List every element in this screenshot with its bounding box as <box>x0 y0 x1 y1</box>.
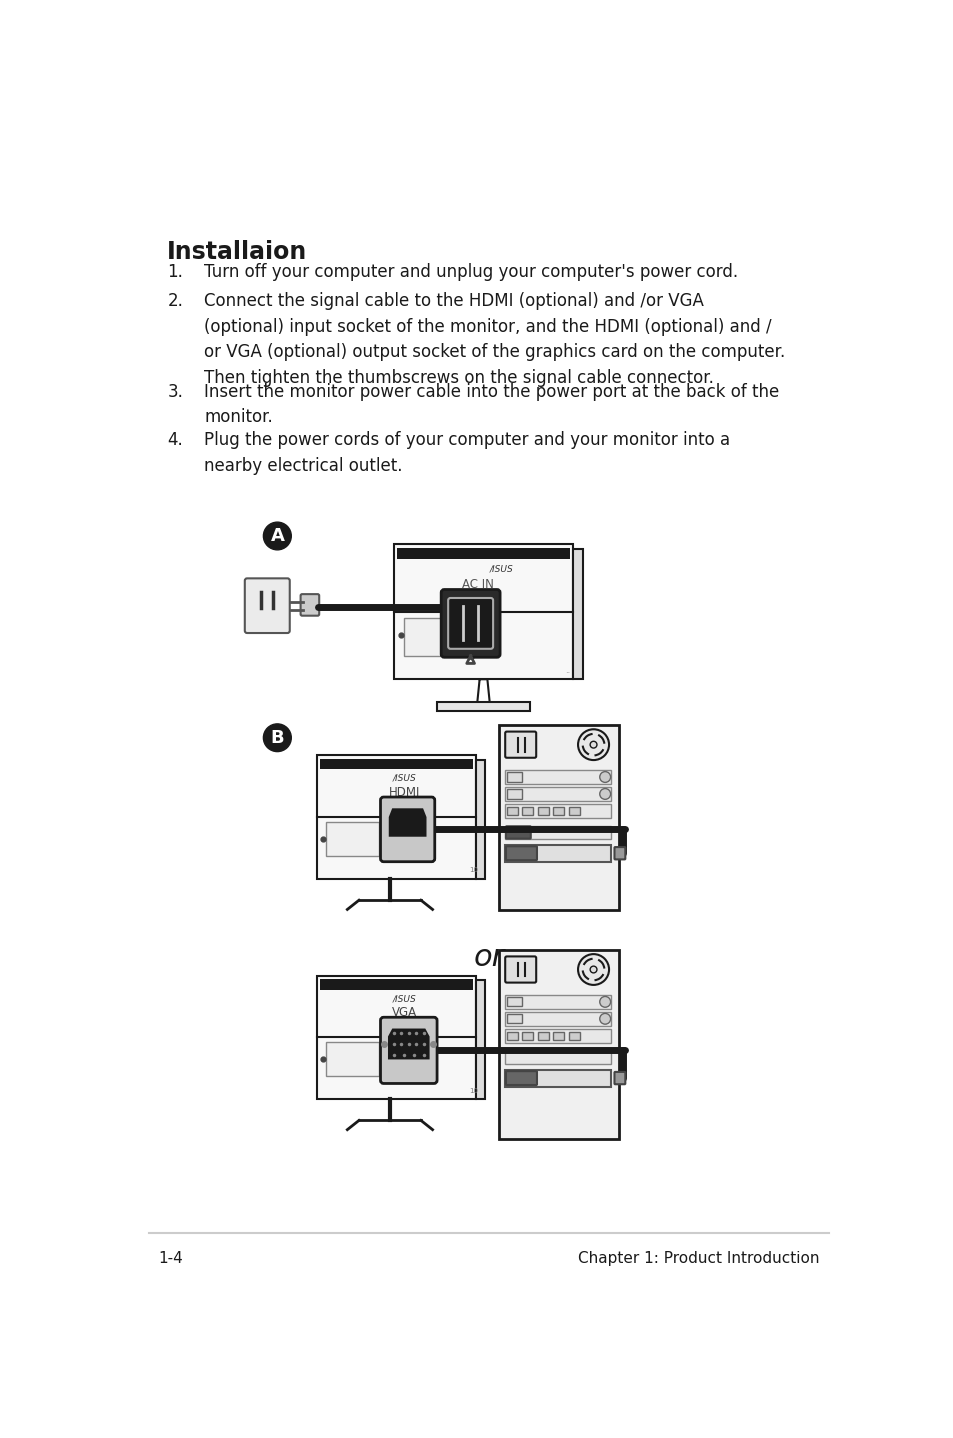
Text: Plug the power cords of your computer and your monitor into a
nearby electrical : Plug the power cords of your computer an… <box>204 431 730 475</box>
Bar <box>568 807 579 815</box>
Bar <box>498 725 618 910</box>
Polygon shape <box>390 810 425 835</box>
Bar <box>498 951 618 1139</box>
FancyBboxPatch shape <box>614 847 624 860</box>
Text: Installaion: Installaion <box>167 240 307 265</box>
Bar <box>537 1032 548 1040</box>
Bar <box>537 807 548 815</box>
FancyBboxPatch shape <box>505 1071 537 1086</box>
Bar <box>476 981 484 1099</box>
Bar <box>506 1014 521 1024</box>
Bar <box>506 807 517 815</box>
Bar <box>505 844 611 861</box>
Bar <box>506 789 521 798</box>
FancyBboxPatch shape <box>300 594 319 615</box>
Text: /ISUS: /ISUS <box>392 994 416 1004</box>
Bar <box>553 1032 563 1040</box>
Bar <box>326 1043 378 1077</box>
Circle shape <box>578 953 608 985</box>
Circle shape <box>599 1014 610 1024</box>
Circle shape <box>590 966 597 974</box>
Bar <box>506 997 521 1007</box>
Text: HDMI: HDMI <box>388 787 419 800</box>
Bar <box>521 807 533 815</box>
Text: /ISUS: /ISUS <box>489 565 513 574</box>
Bar <box>505 1012 611 1025</box>
Text: 2.: 2. <box>167 292 183 311</box>
Text: or: or <box>473 942 504 972</box>
Bar <box>319 979 472 989</box>
Text: ..: .. <box>564 666 570 674</box>
FancyBboxPatch shape <box>505 847 537 860</box>
Text: Chapter 1: Product Introduction: Chapter 1: Product Introduction <box>578 1251 819 1265</box>
FancyBboxPatch shape <box>380 1017 436 1083</box>
Bar <box>403 618 460 656</box>
Bar <box>394 545 572 679</box>
Bar <box>326 821 378 856</box>
FancyBboxPatch shape <box>380 797 435 861</box>
Circle shape <box>599 997 610 1007</box>
FancyBboxPatch shape <box>505 956 536 982</box>
Circle shape <box>578 729 608 761</box>
Circle shape <box>263 723 291 752</box>
Bar <box>316 975 476 1099</box>
Text: AC IN: AC IN <box>461 578 494 591</box>
Bar <box>506 1032 517 1040</box>
Bar <box>505 1050 611 1064</box>
Circle shape <box>590 741 597 748</box>
Bar <box>506 772 521 782</box>
Bar <box>436 702 530 710</box>
Text: 1.: 1. <box>167 263 183 282</box>
FancyBboxPatch shape <box>505 732 536 758</box>
Text: Insert the monitor power cable into the power port at the back of the
monitor.: Insert the monitor power cable into the … <box>204 383 779 427</box>
Circle shape <box>263 522 291 549</box>
Bar <box>476 761 484 879</box>
FancyBboxPatch shape <box>448 598 493 649</box>
Bar <box>319 758 472 769</box>
FancyBboxPatch shape <box>440 590 499 657</box>
Bar <box>505 1070 611 1087</box>
Bar <box>505 787 611 801</box>
Bar <box>316 755 476 879</box>
Circle shape <box>599 788 610 800</box>
Bar <box>397 548 569 559</box>
Bar <box>505 995 611 1009</box>
Circle shape <box>599 772 610 782</box>
Bar <box>521 1032 533 1040</box>
Bar <box>553 807 563 815</box>
Text: Connect the signal cable to the HDMI (optional) and /or VGA
(optional) input soc: Connect the signal cable to the HDMI (op… <box>204 292 785 387</box>
Text: 3.: 3. <box>167 383 183 401</box>
Bar <box>505 1028 611 1043</box>
Text: 1-4: 1-4 <box>158 1251 183 1265</box>
Bar <box>505 825 611 840</box>
Text: Turn off your computer and unplug your computer's power cord.: Turn off your computer and unplug your c… <box>204 263 738 282</box>
Polygon shape <box>389 1030 428 1058</box>
Bar <box>505 804 611 818</box>
Text: B: B <box>271 729 284 746</box>
Text: A: A <box>270 526 284 545</box>
Bar <box>568 1032 579 1040</box>
Bar <box>572 549 583 679</box>
FancyBboxPatch shape <box>245 578 290 633</box>
FancyBboxPatch shape <box>505 827 530 838</box>
FancyBboxPatch shape <box>614 1071 624 1084</box>
Text: 4.: 4. <box>167 431 183 449</box>
Bar <box>505 771 611 784</box>
Text: 10: 10 <box>469 867 478 873</box>
Text: /ISUS: /ISUS <box>392 774 416 782</box>
Text: VGA: VGA <box>392 1007 416 1020</box>
Text: 10: 10 <box>469 1087 478 1094</box>
